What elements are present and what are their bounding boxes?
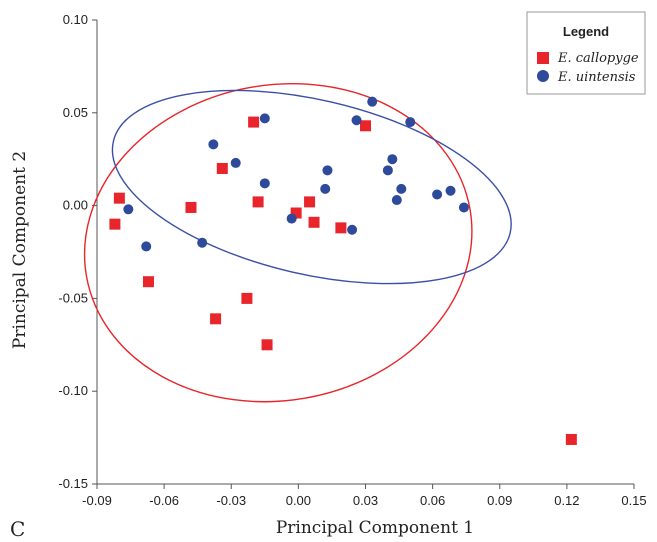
legend-swatch-callopyge [537,52,549,64]
point-uintensis [123,204,134,215]
point-callopyge [360,120,371,132]
y-tick-label: -0.10 [58,383,88,398]
legend-label-callopyge: E. callopyge [557,51,639,66]
point-uintensis [208,139,219,150]
confidence-ellipse-uintensis [111,89,512,285]
x-tick-label: 0.09 [487,493,512,508]
panel-label: C [10,517,25,541]
point-uintensis [405,117,416,128]
point-callopyge [185,201,197,213]
point-callopyge [142,276,154,288]
point-uintensis [230,157,241,168]
y-tick-label: -0.05 [58,290,88,305]
point-uintensis [141,241,152,252]
y-tick-label: 0.00 [63,198,88,213]
point-uintensis [259,113,270,124]
x-tick-label: 0.15 [621,493,646,508]
point-callopyge [216,162,228,174]
y-tick-label: 0.05 [63,105,88,120]
y-axis-title: Principal Component 2 [10,151,30,349]
data-points [109,96,577,445]
x-tick-label: 0.12 [554,493,579,508]
point-callopyge [335,222,347,234]
x-tick-label: 0.03 [353,493,378,508]
y-tick-label: 0.10 [63,12,88,27]
legend-label-uintensis: E. uintensis [557,70,636,85]
x-tick-label: -0.03 [216,493,246,508]
point-uintensis [259,178,270,189]
y-tick-label: -0.15 [58,476,88,491]
legend-swatch-uintensis [537,70,549,82]
point-uintensis [197,237,208,248]
x-tick-label: -0.09 [82,493,112,508]
axes-layer: -0.09 -0.06 -0.03 0.00 0.03 0.06 0.09 0.12 0.15 0… [58,12,646,508]
point-uintensis [347,224,358,235]
point-uintensis [322,165,333,176]
point-callopyge [252,196,264,208]
confidence-ellipse-callopyge [83,83,473,403]
x-tick-label: -0.06 [149,493,179,508]
point-uintensis [387,154,398,165]
x-tick-label: 0.06 [420,493,445,508]
point-callopyge [248,116,260,128]
point-callopyge [241,292,253,304]
point-callopyge [290,207,302,219]
point-uintensis [286,213,297,224]
point-uintensis [432,189,443,200]
point-callopyge [109,218,121,230]
point-callopyge [210,313,222,325]
confidence-ellipses [83,83,512,403]
point-uintensis [382,165,393,176]
point-uintensis [320,183,331,194]
point-uintensis [458,202,469,213]
point-uintensis [367,96,378,107]
point-callopyge [304,196,316,208]
point-callopyge [565,433,577,445]
x-tick-label: 0.00 [286,493,311,508]
point-uintensis [445,185,456,196]
point-uintensis [391,195,402,206]
point-callopyge [113,192,125,204]
point-callopyge [261,339,273,351]
point-uintensis [351,115,362,126]
legend: Legend E. callopyge E. uintensis [526,11,646,95]
x-axis-title: Principal Component 1 [276,518,474,538]
legend-title: Legend [563,24,609,39]
point-callopyge [308,216,320,228]
point-uintensis [396,183,407,194]
